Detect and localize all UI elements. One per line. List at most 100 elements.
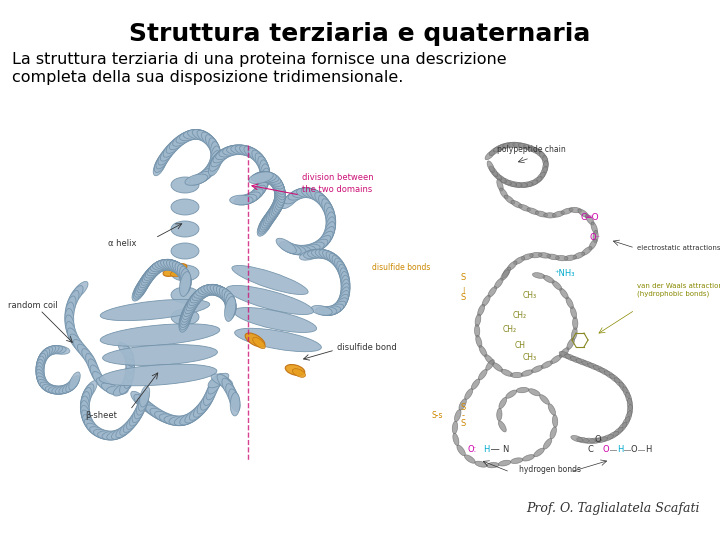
Ellipse shape <box>186 290 203 311</box>
Ellipse shape <box>503 143 515 148</box>
Text: La struttura terziaria di una proteina fornisce una descrizione: La struttura terziaria di una proteina f… <box>12 52 507 67</box>
Ellipse shape <box>500 188 508 199</box>
Ellipse shape <box>229 389 240 411</box>
Ellipse shape <box>493 145 505 152</box>
Ellipse shape <box>134 394 153 411</box>
Ellipse shape <box>36 362 44 382</box>
Ellipse shape <box>495 174 506 183</box>
Ellipse shape <box>235 328 321 352</box>
Ellipse shape <box>90 365 103 384</box>
Ellipse shape <box>179 308 191 332</box>
Ellipse shape <box>211 148 228 167</box>
Ellipse shape <box>124 367 134 388</box>
Ellipse shape <box>197 130 217 146</box>
Ellipse shape <box>272 190 285 214</box>
Ellipse shape <box>65 302 74 323</box>
Ellipse shape <box>292 369 305 377</box>
Ellipse shape <box>132 403 145 423</box>
Text: -: - <box>462 411 464 421</box>
Ellipse shape <box>222 289 236 312</box>
Ellipse shape <box>257 173 269 195</box>
Ellipse shape <box>252 150 268 170</box>
Ellipse shape <box>609 374 620 383</box>
Ellipse shape <box>489 166 498 177</box>
Ellipse shape <box>315 306 337 315</box>
Ellipse shape <box>36 359 44 379</box>
Text: ―: ― <box>491 446 499 455</box>
Ellipse shape <box>485 355 494 365</box>
Ellipse shape <box>69 286 83 304</box>
Ellipse shape <box>571 435 583 442</box>
Ellipse shape <box>102 345 217 366</box>
Ellipse shape <box>552 211 564 217</box>
Ellipse shape <box>279 241 301 254</box>
Ellipse shape <box>125 360 135 381</box>
Ellipse shape <box>123 346 134 367</box>
Ellipse shape <box>155 260 180 270</box>
Ellipse shape <box>497 179 503 191</box>
Ellipse shape <box>143 263 161 283</box>
Ellipse shape <box>197 394 212 414</box>
Text: O⁻: O⁻ <box>590 233 600 242</box>
Ellipse shape <box>341 272 350 293</box>
Ellipse shape <box>190 285 211 303</box>
Ellipse shape <box>96 378 114 393</box>
Ellipse shape <box>564 354 577 361</box>
Ellipse shape <box>102 431 124 440</box>
Ellipse shape <box>156 148 171 169</box>
Ellipse shape <box>202 160 218 179</box>
Ellipse shape <box>452 421 458 434</box>
Ellipse shape <box>536 172 545 182</box>
Ellipse shape <box>147 260 169 276</box>
Ellipse shape <box>150 259 175 272</box>
Ellipse shape <box>292 245 315 255</box>
Text: H: H <box>645 446 651 455</box>
Ellipse shape <box>521 254 534 260</box>
Ellipse shape <box>297 188 320 198</box>
Ellipse shape <box>260 164 270 187</box>
Ellipse shape <box>464 389 473 400</box>
Text: ―: ― <box>624 447 631 453</box>
Ellipse shape <box>334 294 348 313</box>
Ellipse shape <box>138 390 149 411</box>
Ellipse shape <box>529 146 541 154</box>
Ellipse shape <box>181 301 194 325</box>
Ellipse shape <box>171 243 199 259</box>
Ellipse shape <box>593 230 598 243</box>
Ellipse shape <box>534 448 544 457</box>
Ellipse shape <box>552 415 558 427</box>
Ellipse shape <box>72 281 88 299</box>
Ellipse shape <box>137 271 153 293</box>
Ellipse shape <box>169 261 190 279</box>
Text: disulfide bond: disulfide bond <box>337 343 397 353</box>
Ellipse shape <box>577 437 589 443</box>
Ellipse shape <box>507 261 517 271</box>
Ellipse shape <box>135 399 147 419</box>
Text: α helix: α helix <box>108 240 137 248</box>
Text: van der Waals attractions
(hydrophobic bonds): van der Waals attractions (hydrophobic b… <box>637 284 720 297</box>
Ellipse shape <box>576 359 588 365</box>
Ellipse shape <box>259 168 270 191</box>
Ellipse shape <box>258 212 274 234</box>
Ellipse shape <box>302 242 324 254</box>
Ellipse shape <box>192 130 214 143</box>
Ellipse shape <box>254 172 279 183</box>
Ellipse shape <box>307 239 328 253</box>
Ellipse shape <box>179 306 192 330</box>
Ellipse shape <box>260 160 270 183</box>
Ellipse shape <box>546 254 559 260</box>
Ellipse shape <box>325 207 336 231</box>
Ellipse shape <box>173 131 193 146</box>
Ellipse shape <box>541 361 553 368</box>
Ellipse shape <box>569 207 582 213</box>
Ellipse shape <box>544 438 552 449</box>
Ellipse shape <box>498 143 510 150</box>
Ellipse shape <box>120 375 132 394</box>
Ellipse shape <box>52 386 71 394</box>
Ellipse shape <box>137 395 148 415</box>
Ellipse shape <box>180 411 201 425</box>
Text: ―: ― <box>639 447 646 453</box>
Ellipse shape <box>36 356 45 376</box>
Ellipse shape <box>224 291 236 315</box>
Ellipse shape <box>161 142 177 161</box>
